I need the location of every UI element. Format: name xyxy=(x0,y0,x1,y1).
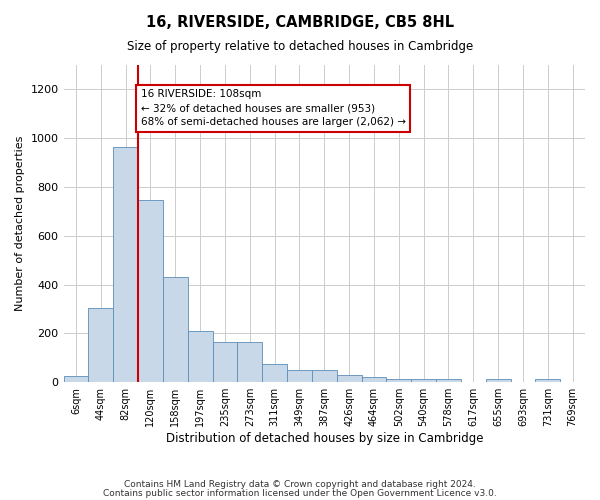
Bar xyxy=(386,378,411,382)
Bar xyxy=(337,375,362,382)
X-axis label: Distribution of detached houses by size in Cambridge: Distribution of detached houses by size … xyxy=(166,432,483,445)
Bar xyxy=(485,378,511,382)
Y-axis label: Number of detached properties: Number of detached properties xyxy=(15,136,25,312)
Bar xyxy=(88,308,113,382)
Bar xyxy=(238,342,262,382)
Bar xyxy=(262,364,287,382)
Bar xyxy=(362,378,386,382)
Bar xyxy=(436,378,461,382)
Text: Contains HM Land Registry data © Crown copyright and database right 2024.: Contains HM Land Registry data © Crown c… xyxy=(124,480,476,489)
Text: 16 RIVERSIDE: 108sqm
← 32% of detached houses are smaller (953)
68% of semi-deta: 16 RIVERSIDE: 108sqm ← 32% of detached h… xyxy=(140,90,406,128)
Bar xyxy=(64,376,88,382)
Bar xyxy=(163,278,188,382)
Bar xyxy=(535,380,560,382)
Bar xyxy=(212,342,238,382)
Bar xyxy=(287,370,312,382)
Text: Contains public sector information licensed under the Open Government Licence v3: Contains public sector information licen… xyxy=(103,489,497,498)
Text: 16, RIVERSIDE, CAMBRIDGE, CB5 8HL: 16, RIVERSIDE, CAMBRIDGE, CB5 8HL xyxy=(146,15,454,30)
Bar xyxy=(312,370,337,382)
Bar xyxy=(113,146,138,382)
Text: Size of property relative to detached houses in Cambridge: Size of property relative to detached ho… xyxy=(127,40,473,53)
Bar xyxy=(138,200,163,382)
Bar xyxy=(411,378,436,382)
Bar xyxy=(188,331,212,382)
